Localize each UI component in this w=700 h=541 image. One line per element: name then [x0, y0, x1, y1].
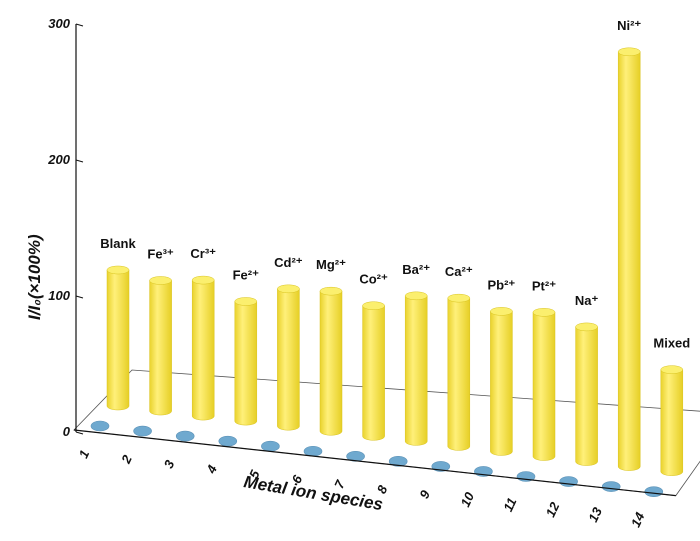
base-disc — [644, 486, 664, 497]
base-disc — [303, 445, 323, 457]
y-tick-mark — [75, 159, 84, 163]
y-axis-title: I/I₀(×100%) — [25, 234, 44, 320]
bar — [617, 47, 641, 471]
bar-label: Ni²⁺ — [617, 18, 641, 33]
base-disc — [431, 461, 451, 472]
bar-label: Fe²⁺ — [233, 267, 260, 282]
bar-label: Ca²⁺ — [445, 264, 473, 279]
x-tick-label: 12 — [543, 499, 563, 519]
x-tick-label: 4 — [203, 462, 220, 476]
x-axis-line — [73, 429, 676, 497]
x-tick-label: 10 — [457, 489, 477, 509]
bar-label: Pt²⁺ — [532, 278, 556, 293]
x-tick-label: 1 — [76, 448, 93, 461]
base-disc — [601, 481, 621, 492]
bar — [277, 284, 300, 431]
bar — [362, 301, 385, 441]
bar-label: Cd²⁺ — [274, 255, 303, 270]
x-tick-label: 11 — [500, 495, 519, 514]
x-tick-label: 3 — [161, 457, 178, 471]
bar-label: Ba²⁺ — [402, 262, 430, 277]
bar — [490, 307, 513, 456]
bar-label: Co²⁺ — [359, 272, 388, 287]
x-tick-label: 2 — [118, 452, 135, 466]
y-tick-label: 100 — [48, 288, 70, 303]
base-disc — [261, 440, 280, 452]
bar — [660, 365, 684, 476]
bar — [191, 275, 215, 421]
y-tick-mark — [75, 431, 84, 435]
bar — [575, 322, 598, 466]
base-disc — [388, 456, 408, 467]
bar-label: Mixed — [653, 336, 690, 351]
bar-label: Cr³⁺ — [190, 246, 216, 261]
bar — [319, 286, 343, 436]
bar-label: Fe³⁺ — [147, 246, 174, 261]
bar — [234, 297, 258, 426]
bar — [532, 308, 556, 461]
bar — [447, 293, 471, 451]
bar — [106, 265, 130, 411]
y-tick-label: 300 — [48, 16, 70, 31]
base-disc — [133, 425, 152, 437]
base-disc — [90, 420, 110, 432]
x-tick-label: 14 — [628, 509, 648, 529]
y-tick-mark — [75, 23, 84, 27]
x-tick-label: 13 — [585, 504, 605, 524]
x-tick-label: 9 — [416, 487, 433, 501]
bar-label: Blank — [100, 236, 136, 251]
y-tick-mark — [75, 295, 84, 299]
bar-label: Pb²⁺ — [487, 277, 515, 292]
bar — [149, 276, 172, 416]
bar — [404, 291, 428, 446]
y-tick-label: 200 — [47, 152, 70, 167]
y-tick-label: 0 — [63, 424, 71, 439]
base-disc — [175, 430, 195, 442]
bar-label: Mg²⁺ — [316, 257, 346, 272]
x-axis-title: Metal ion species — [242, 472, 384, 514]
bar-label: Na⁺ — [575, 293, 599, 308]
base-disc — [218, 435, 238, 447]
